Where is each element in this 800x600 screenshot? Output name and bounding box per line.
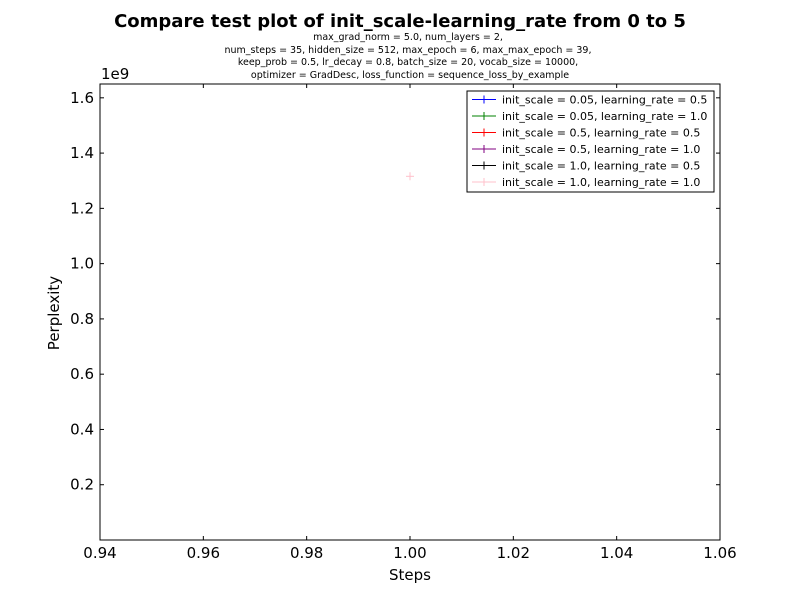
x-tick-label: 0.94 [83, 544, 116, 562]
y-tick-label: 1.6 [70, 89, 94, 107]
chart-title: Compare test plot of init_scale-learning… [114, 11, 686, 32]
plot-layer: 0.94 0.96 0.98 1.00 1.02 1.04 1.06 0.2 0.4 0.6 0.8… [70, 84, 737, 562]
y-tick-label: 0.4 [70, 420, 94, 438]
chart-subtitle-line-1: max_grad_norm = 5.0, num_layers = 2, [313, 32, 503, 43]
chart-subtitle-line-2: num_steps = 35, hidden_size = 512, max_e… [225, 45, 592, 56]
x-tick-label: 0.98 [290, 544, 323, 562]
x-tick-label: 1.02 [497, 544, 530, 562]
legend-label: init_scale = 0.5, learning_rate = 1.0 [502, 143, 700, 156]
plot-frame [99, 83, 721, 541]
y-tick-label: 1.0 [70, 255, 94, 273]
legend-label: init_scale = 0.5, learning_rate = 0.5 [502, 127, 700, 140]
y-offset-label: 1e9 [101, 65, 129, 83]
x-tick-label: 1.06 [703, 544, 736, 562]
x-axis-label: Steps [389, 566, 431, 584]
data-point-marker [406, 172, 414, 181]
chart-subtitle-line-4: optimizer = GradDesc, loss_function = se… [251, 70, 569, 81]
chart-subtitle-line-3: keep_prob = 0.5, lr_decay = 0.8, batch_s… [238, 57, 578, 68]
legend-label: init_scale = 0.05, learning_rate = 0.5 [502, 94, 707, 107]
y-tick-label: 1.4 [70, 144, 94, 162]
y-tick-label: 1.2 [70, 199, 94, 217]
x-tick-label: 1.00 [393, 544, 426, 562]
y-tick-label: 0.2 [70, 476, 94, 494]
legend-box [466, 90, 715, 193]
y-tick-label: 0.6 [70, 365, 94, 383]
y-axis-label: Perplexity [45, 276, 63, 350]
legend-label: init_scale = 1.0, learning_rate = 1.0 [502, 176, 700, 189]
x-tick-label: 0.96 [187, 544, 220, 562]
legend-label: init_scale = 1.0, learning_rate = 0.5 [502, 160, 700, 173]
x-tick-label: 1.04 [600, 544, 633, 562]
legend-label: init_scale = 0.05, learning_rate = 1.0 [502, 110, 707, 123]
legend: init_scale = 0.05, learning_rate = 0.5 in… [466, 90, 715, 193]
y-tick-label: 0.8 [70, 310, 94, 328]
